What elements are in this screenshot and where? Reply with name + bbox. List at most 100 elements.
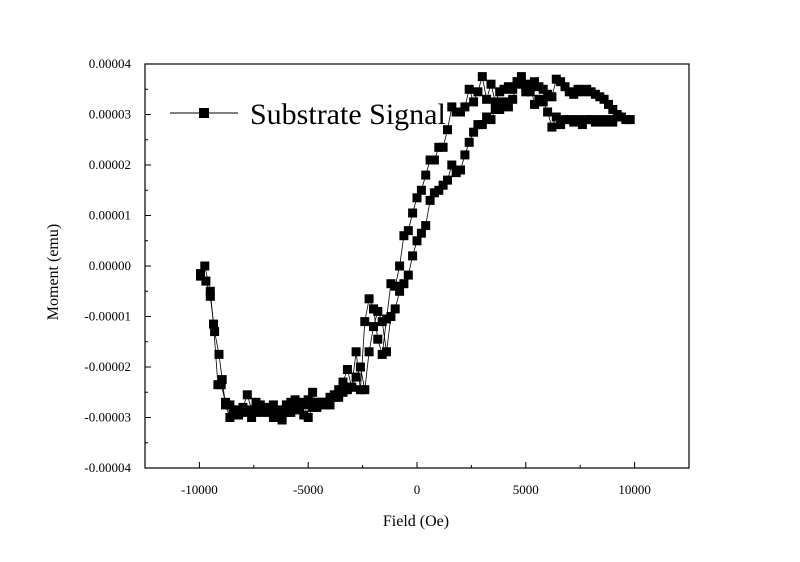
data-point bbox=[412, 193, 422, 203]
data-point bbox=[364, 294, 374, 304]
data-point bbox=[577, 120, 587, 130]
data-point bbox=[525, 79, 535, 89]
data-point bbox=[403, 270, 413, 280]
data-point bbox=[556, 77, 566, 87]
data-point bbox=[364, 347, 374, 357]
data-point bbox=[503, 102, 513, 112]
data-point bbox=[210, 327, 220, 337]
data-point bbox=[560, 82, 570, 92]
data-point bbox=[342, 365, 352, 374]
data-point bbox=[312, 402, 322, 412]
y-tick-label: 0.00002 bbox=[89, 157, 131, 172]
data-point bbox=[225, 413, 235, 422]
data-point bbox=[438, 180, 448, 190]
data-point bbox=[303, 395, 313, 405]
data-point bbox=[469, 127, 479, 137]
data-point bbox=[486, 115, 496, 125]
data-point bbox=[329, 392, 339, 402]
data-point bbox=[547, 92, 557, 102]
data-point bbox=[303, 413, 313, 422]
data-point bbox=[543, 107, 553, 117]
data-point bbox=[599, 94, 609, 104]
data-point bbox=[196, 271, 205, 281]
legend-marker-square bbox=[199, 108, 209, 118]
data-point bbox=[477, 72, 487, 82]
data-point bbox=[608, 117, 618, 127]
data-point bbox=[569, 89, 579, 99]
y-tick-label: 0.00003 bbox=[89, 107, 131, 122]
data-point bbox=[625, 115, 635, 125]
data-point bbox=[408, 251, 418, 261]
data-point bbox=[403, 226, 413, 236]
data-point bbox=[399, 231, 409, 241]
legend: Substrate Signal bbox=[170, 98, 446, 131]
data-point bbox=[556, 120, 566, 130]
data-point bbox=[495, 105, 505, 114]
data-point bbox=[395, 286, 405, 296]
data-point bbox=[508, 84, 518, 94]
data-point bbox=[334, 385, 344, 395]
data-point bbox=[355, 362, 365, 372]
data-point bbox=[499, 97, 509, 107]
y-tick-label: -0.00004 bbox=[84, 460, 131, 475]
data-point bbox=[200, 261, 210, 271]
data-point bbox=[395, 261, 405, 271]
legend-label: Substrate Signal bbox=[250, 98, 446, 131]
data-point bbox=[242, 390, 252, 400]
data-point bbox=[214, 349, 224, 359]
data-point bbox=[421, 170, 431, 180]
y-tick-label: 0.00001 bbox=[89, 208, 131, 223]
data-point bbox=[538, 84, 548, 94]
data-point bbox=[434, 185, 444, 195]
data-point bbox=[460, 150, 470, 160]
data-point bbox=[369, 322, 378, 332]
data-point bbox=[456, 165, 465, 175]
data-point bbox=[241, 407, 251, 417]
data-point bbox=[268, 413, 278, 422]
data-point bbox=[516, 79, 526, 89]
y-tick-label: 0.00004 bbox=[89, 56, 132, 71]
data-point bbox=[482, 94, 492, 104]
data-point bbox=[225, 400, 235, 410]
x-tick-label: -10000 bbox=[181, 482, 218, 497]
data-point bbox=[277, 415, 287, 425]
data-point bbox=[217, 375, 227, 385]
data-point bbox=[464, 84, 474, 94]
data-point bbox=[273, 407, 283, 417]
data-point bbox=[425, 195, 435, 205]
data-point bbox=[551, 112, 561, 122]
data-point bbox=[201, 276, 211, 286]
data-point bbox=[234, 407, 244, 417]
data-point bbox=[299, 400, 309, 410]
y-tick-label: -0.00002 bbox=[84, 359, 131, 374]
data-point bbox=[469, 97, 479, 107]
x-tick-label: 10000 bbox=[618, 482, 651, 497]
data-point bbox=[373, 334, 383, 344]
data-point bbox=[438, 142, 448, 152]
data-point bbox=[608, 105, 618, 114]
data-point bbox=[416, 185, 426, 195]
data-point bbox=[205, 286, 215, 296]
data-point bbox=[268, 400, 278, 410]
data-point bbox=[355, 385, 365, 395]
data-point bbox=[429, 155, 439, 165]
data-point bbox=[477, 120, 487, 130]
data-point bbox=[216, 380, 226, 390]
data-point bbox=[412, 236, 422, 246]
data-point bbox=[369, 304, 378, 314]
data-point bbox=[360, 317, 370, 327]
data-point bbox=[205, 291, 215, 301]
data-point bbox=[538, 97, 548, 107]
data-point bbox=[416, 228, 426, 238]
y-tick-label: -0.00003 bbox=[84, 410, 131, 425]
data-point bbox=[443, 125, 452, 135]
data-point bbox=[382, 314, 391, 324]
data-point bbox=[209, 319, 218, 329]
data-point bbox=[547, 122, 557, 132]
x-tick-label: -5000 bbox=[293, 482, 323, 497]
data-point bbox=[530, 99, 539, 109]
x-tick-label: 0 bbox=[414, 482, 421, 497]
data-point bbox=[421, 221, 431, 231]
data-point bbox=[290, 395, 300, 405]
